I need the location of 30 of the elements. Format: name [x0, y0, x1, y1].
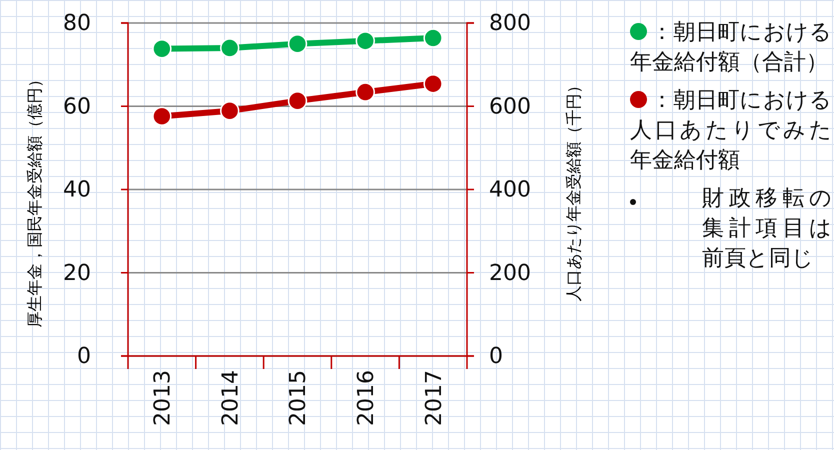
- x-tick-label: 2015: [286, 370, 312, 426]
- y-tick-label: 20: [63, 260, 91, 286]
- point: [423, 28, 443, 48]
- text: 財政移転の集計項目は前頁と同じ: [702, 185, 832, 273]
- point: [152, 106, 172, 126]
- point: [356, 82, 375, 102]
- point: [423, 74, 443, 94]
- y-tick-label: 0: [77, 344, 91, 370]
- y2-tick-label: 600: [489, 94, 531, 120]
- y2-tick-label: 800: [489, 11, 531, 36]
- legend-label: ：朝日町における人口あたりでみた年金給付額: [630, 88, 832, 173]
- y2-tick-label: 0: [489, 344, 503, 370]
- y-tick-label: 40: [63, 178, 91, 203]
- y-axis-title: 厚生年金，国民年金受給額（億円）: [25, 72, 44, 328]
- point: [220, 38, 240, 58]
- point: [288, 34, 308, 54]
- y-tick-label: 60: [63, 94, 91, 120]
- point: [288, 91, 308, 110]
- point: [152, 39, 172, 58]
- y2-tick-label: 200: [489, 260, 531, 286]
- point: [220, 101, 240, 120]
- x-tick-label: 2016: [354, 370, 379, 426]
- legend-label: ：朝日町における年金給付額（合計）: [630, 20, 832, 75]
- point: [356, 31, 375, 51]
- x-tick-label: 2014: [218, 370, 244, 426]
- x-tick-label: 2013: [150, 370, 176, 426]
- x-tick-label: 2017: [422, 370, 447, 426]
- y-tick-label: 80: [63, 11, 91, 36]
- y2-tick-label: 400: [489, 178, 531, 203]
- y2-axis-title: 人口あたり年金受給額（千円）: [564, 78, 583, 302]
